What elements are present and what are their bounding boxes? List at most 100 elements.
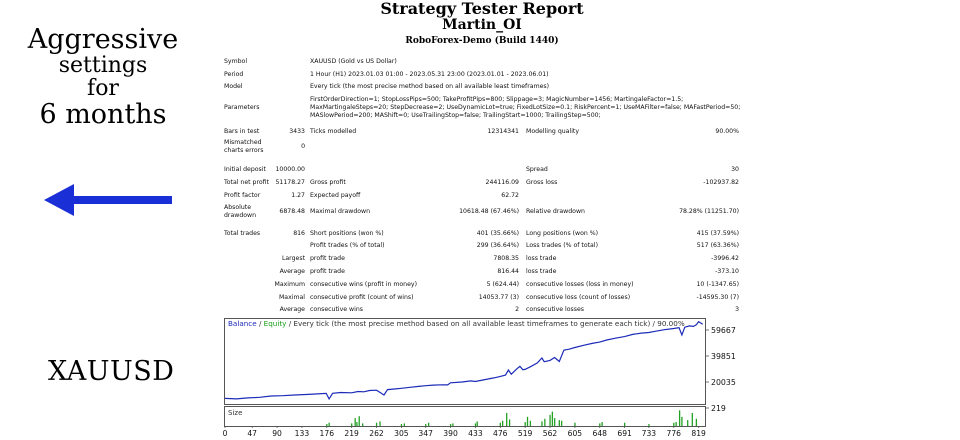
max-consec-wins-value: 5 (624.44) [486, 281, 519, 288]
expert-name: Martin_OI [442, 17, 522, 33]
x-tick-label: 733 [641, 429, 657, 438]
x-tick-label: 305 [394, 429, 409, 438]
volume-bar [549, 414, 551, 426]
maximal-consec-loss-value: -14595.30 (7) [696, 294, 740, 301]
average-profit-label: profit trade [310, 268, 345, 275]
x-tick-label: 433 [468, 429, 483, 438]
volume-bar [476, 421, 478, 426]
period-label: Period [224, 71, 244, 78]
side-title-line-3: for [87, 76, 119, 102]
x-tick-label: 776 [666, 429, 682, 438]
largest-loss-value: -3996.42 [711, 255, 739, 262]
maximal-consec-profit-value: 14053.77 (3) [478, 294, 519, 301]
volume-bar [375, 422, 378, 426]
volume-bar [544, 418, 546, 426]
x-tick-label: 476 [493, 429, 508, 438]
gross-loss-value: -102937.82 [703, 179, 739, 186]
volume-bar [691, 412, 693, 426]
volume-bar [529, 420, 532, 426]
model-value: Every tick (the most precise method base… [310, 83, 550, 90]
volume-bar [695, 418, 698, 426]
volume-bar [351, 423, 353, 426]
avg-consec-losses-label: consecutive losses [526, 306, 585, 313]
symbol-caption: XAUUSD [48, 356, 175, 387]
volume-bar [675, 422, 677, 426]
volume-plot-frame [224, 406, 706, 427]
bars-value: 3433 [289, 128, 305, 135]
side-title-line-4: 6 months [39, 98, 167, 130]
volume-bar [356, 422, 358, 426]
volume-bar [379, 421, 381, 426]
volume-bar [574, 422, 576, 426]
rel-dd-label: Relative drawdown [526, 208, 585, 215]
maximal-label: Maximal [278, 294, 305, 301]
volume-bar [362, 423, 364, 426]
parameters-label: Parameters [224, 104, 260, 111]
volume-bar [541, 421, 543, 426]
volume-bar [354, 418, 356, 426]
x-axis-labels: 0 47 90 133 176 219 262 305 347 390 433 476 519 562 60… [223, 429, 724, 440]
profit-factor-label: Profit factor [224, 192, 261, 199]
volume-bar [400, 424, 403, 426]
gross-loss-label: Gross loss [526, 179, 558, 186]
symbol-value: XAUUSD (Gold vs US Dollar) [310, 58, 397, 65]
total-trades-label: Total trades [224, 230, 261, 237]
profit-trades-value: 299 (36.64%) [476, 242, 519, 249]
quality-value: 90.00% [715, 128, 739, 135]
x-tick-label: 691 [617, 429, 632, 438]
volume-bar [328, 422, 330, 426]
net-profit-value: 51178.27 [275, 179, 305, 186]
volume-bar [681, 416, 683, 426]
ticks-label: Ticks modelled [310, 128, 357, 135]
balance-series-line [224, 320, 704, 401]
volume-bar [501, 420, 504, 426]
largest-profit-value: 7808.35 [493, 255, 519, 262]
volume-bar [403, 423, 405, 426]
largest-label: Largest [281, 255, 305, 262]
spread-value: 30 [731, 166, 739, 173]
x-tick-label: 47 [247, 429, 257, 438]
volume-bar [474, 423, 477, 426]
volume-bar [499, 422, 501, 426]
gross-profit-label: Gross profit [310, 179, 346, 186]
absolute-dd-value: 6878.48 [279, 208, 305, 215]
mismatch-label-1: Mismatched [224, 139, 262, 146]
x-tick-label: 0 [222, 429, 228, 438]
x-tick-label: 90 [272, 429, 282, 438]
long-label: Long positions (won %) [526, 230, 599, 237]
x-tick-label: 562 [542, 429, 558, 438]
legend-equity: Equity [264, 319, 287, 328]
avg-consec-wins-label: consecutive wins [310, 306, 363, 313]
max-consec-losses-label: consecutive losses (loss in money) [526, 281, 634, 288]
loss-trades-label: Loss trades (% of total) [526, 242, 598, 249]
model-label: Model [224, 83, 243, 90]
short-label: Short positions (won %) [310, 230, 384, 237]
side-title-line-1: Aggressive [27, 24, 179, 55]
period-value: 1 Hour (H1) 2023.01.03 01:00 - 2023.05.3… [310, 71, 549, 78]
volume-bar [560, 420, 563, 426]
average-label: Average [279, 268, 305, 275]
ticks-value: 12314341 [487, 128, 520, 135]
volume-bar [687, 420, 689, 426]
mismatch-value: 0 [301, 143, 305, 150]
legend-balance: Balance [228, 319, 257, 328]
volume-bar [601, 422, 603, 426]
size-label: Size [228, 409, 242, 417]
rel-dd-value: 78.28% (11251.70) [679, 208, 739, 215]
x-tick-label: 133 [294, 429, 310, 438]
max-dd-label: Maximal drawdown [310, 208, 371, 215]
volume-bar [326, 424, 328, 426]
y-tick-label: 59667 [711, 326, 736, 335]
volume-bar [425, 424, 427, 426]
profit-trades-label: Profit trades (% of total) [310, 242, 385, 249]
spread-label: Spread [526, 166, 548, 173]
volume-bar [624, 422, 626, 426]
avg-consec-losses-value: 3 [735, 306, 739, 313]
report-title: Strategy Tester Report [380, 0, 584, 18]
x-tick-label: 390 [443, 429, 458, 438]
bars-label: Bars in test [224, 128, 260, 135]
max-consec-losses-value: 10 (-1347.65) [696, 281, 740, 288]
volume-bar [678, 410, 681, 426]
chart-legend: Balance / Equity / Every tick (the most … [228, 319, 685, 328]
long-value: 415 (37.59%) [696, 230, 739, 237]
